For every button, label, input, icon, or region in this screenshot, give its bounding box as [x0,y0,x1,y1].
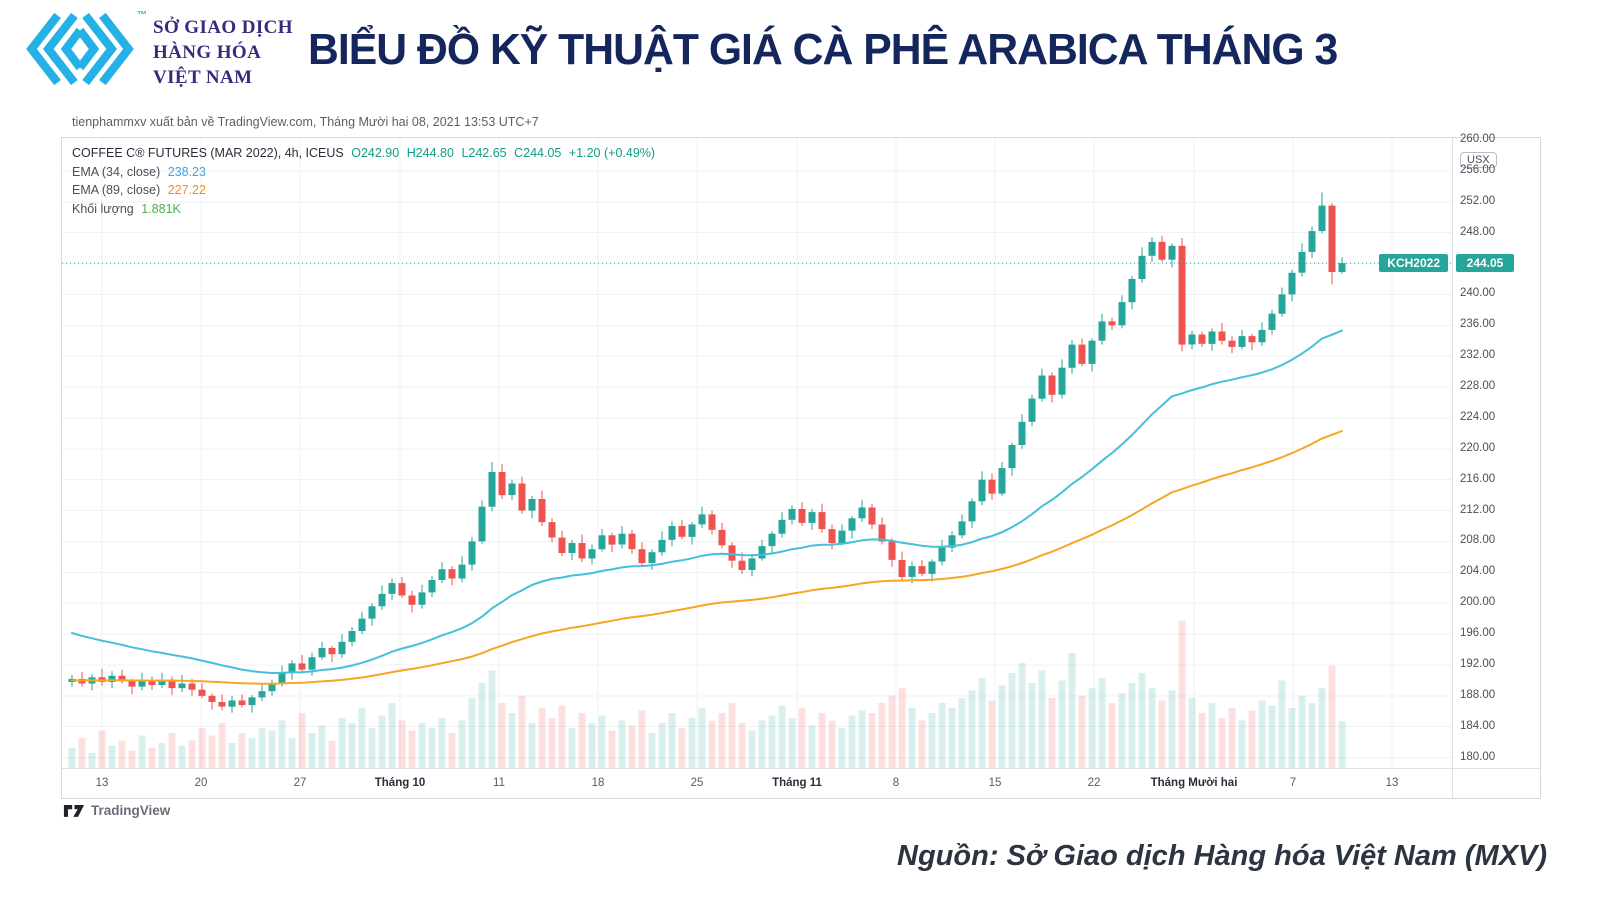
tradingview-label: TradingView [91,803,171,818]
source-caption: Nguồn: Sở Giao dịch Hàng hóa Việt Nam (M… [897,840,1547,872]
brand-line-2: HÀNG HÓA [153,42,262,63]
contract-tag: KCH2022 [1379,254,1448,273]
price-axis-label: 248.00 [1460,225,1496,238]
price-axis-label: 260.00 [1460,133,1496,145]
time-axis-label: 27 [293,777,307,789]
price-axis-label: 188.00 [1460,688,1496,701]
change-value: +1.20 (+0.49%) [568,146,656,160]
price-axis-label: 236.00 [1460,318,1496,331]
legend-symbol-row: COFFEE C® FUTURES (MAR 2022), 4h, ICEUS … [72,144,659,163]
low-value: L242.65 [461,146,507,160]
tradingview-chart-frame: COFFEE C® FUTURES (MAR 2022), 4h, ICEUS … [61,133,1541,799]
candlestick-plot[interactable] [62,138,1540,798]
ema34-value: 238.23 [167,164,206,179]
price-axis-label: 204.00 [1460,565,1496,578]
price-axis-label: 216.00 [1460,472,1496,485]
price-axis-label: 212.00 [1460,503,1496,516]
price-axis-label: 184.00 [1460,719,1496,732]
price-axis-label: 256.00 [1460,163,1496,176]
price-axis-label: 220.00 [1460,441,1496,454]
price-axis-label: 196.00 [1460,627,1496,640]
chart-legend: COFFEE C® FUTURES (MAR 2022), 4h, ICEUS … [72,144,659,218]
last-price-tag: 244.05 [1456,254,1514,273]
currency-unit-badge[interactable]: USX [1460,152,1497,168]
price-axis-label: 192.00 [1460,657,1496,670]
ema89-label: EMA (89, close) [72,183,161,197]
ema89-line [71,430,1343,685]
publisher-line: tienphammxv xuất bản về TradingView.com,… [72,115,539,129]
time-axis-separator [62,768,1540,769]
price-axis-label: 224.00 [1460,410,1496,423]
ema89-value: 227.22 [167,183,206,197]
time-axis-label: 8 [892,777,900,789]
candles-layer [68,192,1346,713]
price-axis-label: 180.00 [1460,750,1496,763]
time-axis-label: 13 [95,777,109,789]
volume-label: Khối lượng [72,201,134,216]
brand-wordmark: SỞ GIAO DỊCH HÀNG HÓA VIỆT NAM [153,15,293,90]
price-axis-label: 232.00 [1460,349,1496,362]
trademark-symbol: ™ [137,10,147,21]
brand-line-1: SỞ GIAO DỊCH [153,17,293,38]
volume-layer [68,620,1346,768]
time-axis-label: 22 [1087,777,1101,789]
mxv-logo [26,12,134,86]
grid-layer [62,138,1452,768]
legend-ema34-row: EMA (34, close) 238.23 [72,163,659,182]
time-axis-label: 25 [690,777,704,789]
tradingview-attribution[interactable]: TradingView [63,802,170,819]
price-axis-label: 200.00 [1460,596,1496,609]
time-axis-label: 13 [1385,777,1399,789]
time-axis-label: Tháng 11 [772,777,822,789]
time-axis-label: Tháng 10 [374,777,426,789]
symbol-name: COFFEE C® FUTURES (MAR 2022), 4h, ICEUS [72,146,344,160]
legend-ema89-row: EMA (89, close) 227.22 [72,181,659,200]
ema34-label: EMA (34, close) [72,164,161,179]
time-axis-label: 20 [194,777,208,789]
time-axis-label: 18 [591,777,605,789]
legend-volume-row: Khối lượng 1.881K [72,200,659,219]
price-axis-label: 208.00 [1460,534,1496,547]
time-axis-label: Tháng Mười hai [1150,777,1238,789]
high-value: H244.80 [406,146,454,160]
open-value: O242.90 [351,146,400,160]
time-axis-label: 11 [493,777,505,789]
time-axis-label: 7 [1289,777,1297,789]
page-title: BIỂU ĐỒ KỸ THUẬT GIÁ CÀ PHÊ ARABICA THÁN… [308,25,1338,74]
tradingview-icon [63,805,85,817]
price-axis-label: 240.00 [1460,287,1496,300]
time-axis-label: 15 [988,777,1002,789]
price-axis-label: 228.00 [1460,380,1496,393]
volume-value: 1.881K [141,201,181,216]
price-axis-separator [1452,138,1453,798]
close-value: C244.05 [514,146,562,160]
price-axis-label: 252.00 [1460,194,1496,207]
brand-line-3: VIỆT NAM [153,67,253,88]
ema34-line [71,329,1343,674]
